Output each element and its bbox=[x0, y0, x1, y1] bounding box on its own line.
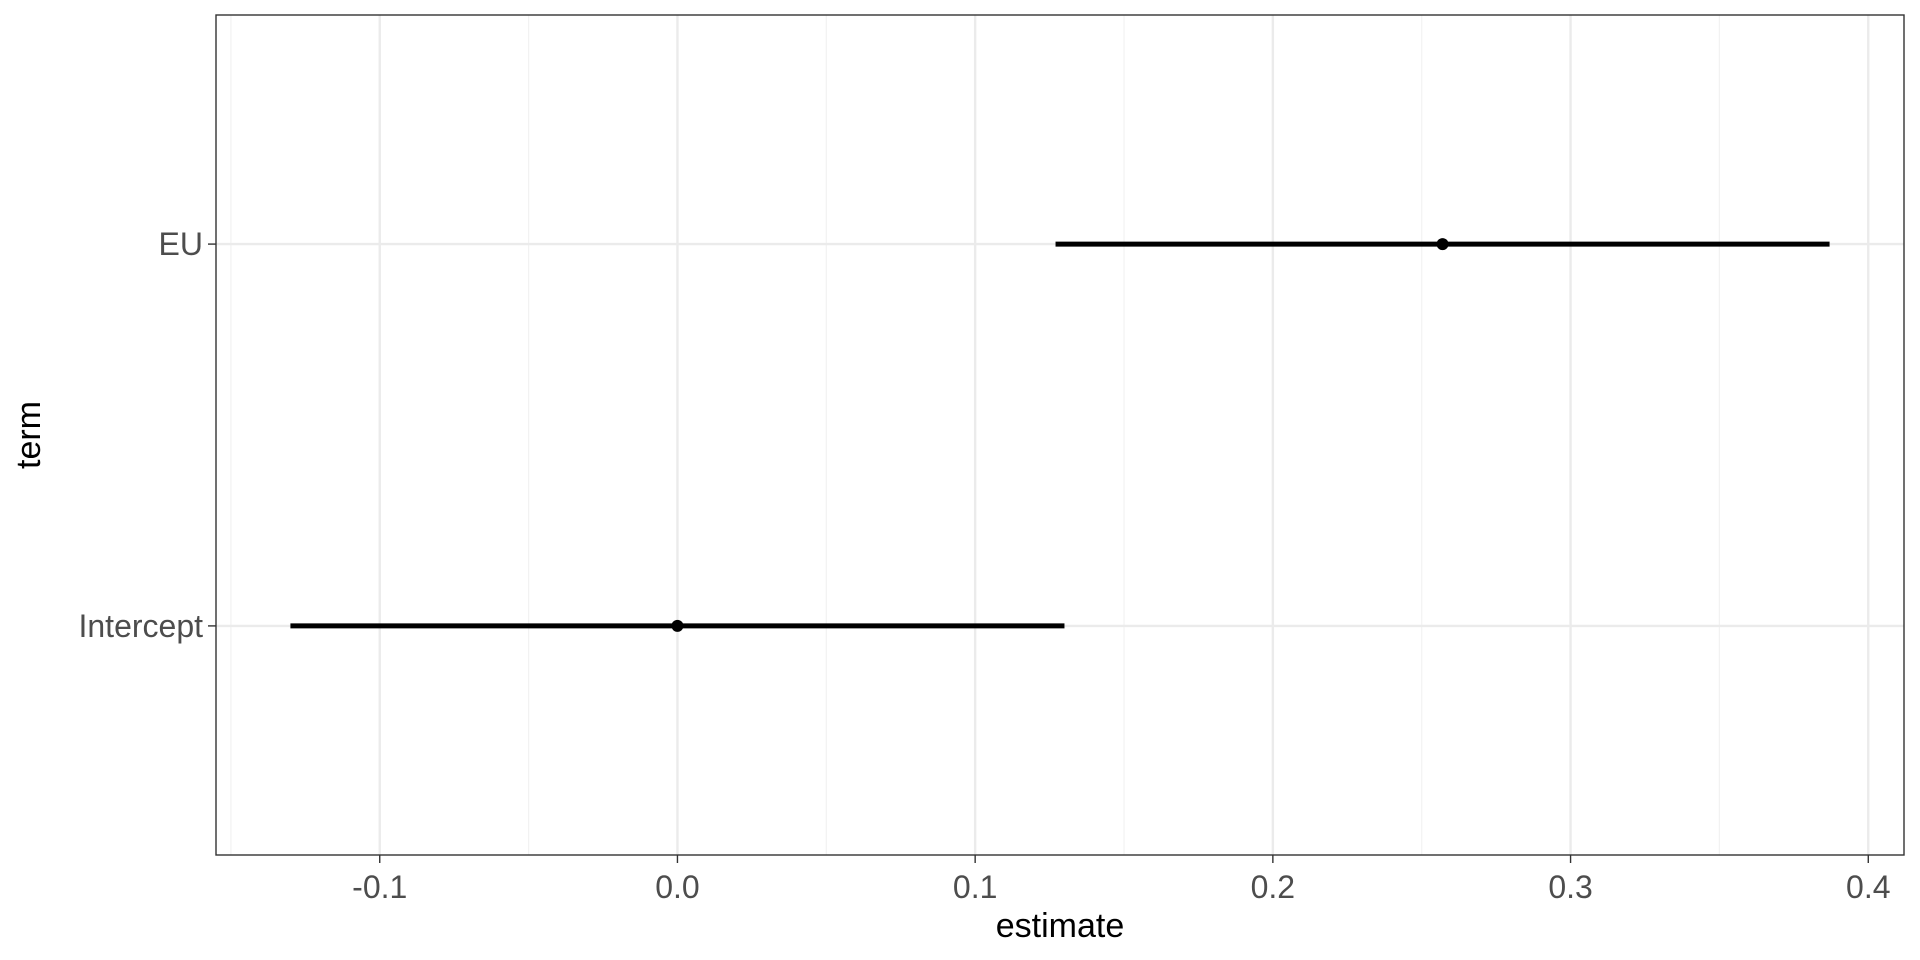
x-tick-label-4: 0.3 bbox=[1548, 869, 1592, 905]
y-axis-title: term bbox=[10, 401, 48, 469]
x-tick-label-2: 0.1 bbox=[953, 869, 997, 905]
estimate-point-intercept bbox=[671, 619, 684, 632]
y-tick-label-eu: EU bbox=[159, 226, 203, 262]
x-tick-label-1: 0.0 bbox=[655, 869, 699, 905]
minor-gridlines bbox=[230, 15, 1721, 855]
x-axis-title: estimate bbox=[996, 907, 1125, 945]
y-tick-label-intercept: Intercept bbox=[78, 608, 203, 644]
x-tick-label-3: 0.2 bbox=[1251, 869, 1295, 905]
x-tick-label-5: 0.4 bbox=[1846, 869, 1890, 905]
x-tick-label-0: -0.1 bbox=[352, 869, 407, 905]
panel-border bbox=[215, 14, 1905, 856]
y-axis-tick-labels: Intercept EU bbox=[78, 226, 203, 644]
estimate-marks bbox=[290, 238, 1830, 632]
x-axis-tick-labels: -0.1 0.0 0.1 0.2 0.3 0.4 bbox=[352, 869, 1890, 905]
axis-ticks bbox=[208, 243, 1869, 863]
estimate-point-eu bbox=[1436, 238, 1449, 251]
